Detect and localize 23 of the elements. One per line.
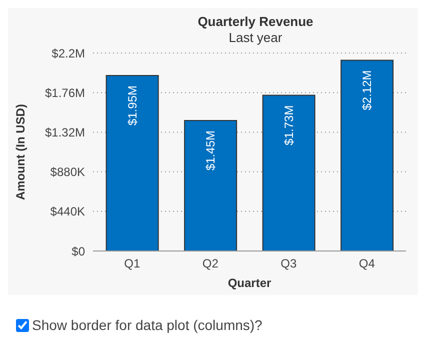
chart-subtitle: Last year — [228, 30, 284, 45]
data-label: $1.95M — [125, 86, 140, 126]
chart-title: Quarterly Revenue — [196, 14, 314, 29]
text: Show border for data plot (columns)? — [32, 317, 262, 333]
y-tick-label: $1.32M — [44, 125, 85, 140]
y-tick-label: $440K — [50, 204, 85, 219]
y-axis-title: Amount (In USD) — [13, 104, 28, 200]
y-tick-label: $0 — [72, 244, 86, 258]
bar — [340, 60, 394, 251]
bar — [184, 120, 238, 251]
x-axis-title: Quarter — [228, 276, 272, 290]
x-tick-label: Q1 — [124, 256, 140, 271]
data-label: $2.12M — [360, 70, 374, 110]
bar — [106, 75, 159, 251]
bar — [262, 94, 316, 251]
y-tick-label: $880K — [50, 165, 85, 180]
y-tick-label: $1.76M — [44, 86, 85, 100]
data-label: $1.73M — [282, 105, 296, 146]
x-tick-label: Q2 — [202, 256, 219, 271]
y-tick-label: $2.2M — [52, 46, 85, 60]
data-label: $1.45M — [204, 130, 218, 171]
x-tick-label: Q3 — [280, 256, 297, 271]
x-tick-label: Q4 — [358, 256, 376, 271]
